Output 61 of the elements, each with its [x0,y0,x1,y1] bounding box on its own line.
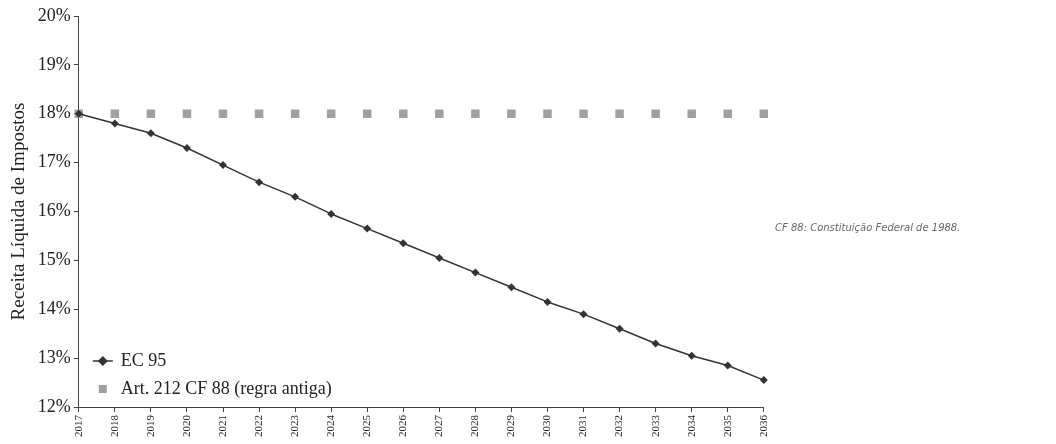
x-tick-label: 2034 [684,414,697,437]
point [435,109,444,118]
x-tick-label: 2027 [432,414,445,437]
point [759,376,768,385]
point [579,109,588,118]
legend-label: Art. 212 CF 88 (regra antiga) [120,377,332,399]
x-tick-label: 2021 [215,415,228,437]
point [507,283,516,292]
x-tick-label: 2035 [720,414,733,437]
y-tick-label: 17% [37,151,71,172]
x-tick-label: 2018 [107,414,120,437]
y-tick-label: 14% [37,297,71,318]
y-tick-label: 16% [37,200,71,221]
point [579,310,588,319]
x-tick-label: 2026 [396,414,409,437]
y-tick-label: 15% [37,249,71,270]
point [327,209,336,218]
x-tick-label: 2029 [504,414,517,437]
y-tick-label: 13% [37,346,71,367]
point [219,161,228,170]
point [471,109,480,118]
point [615,324,624,333]
point [182,143,191,152]
point [507,109,516,118]
point [255,178,264,187]
text: CF 88: Constituição Federal de 1988. [775,222,961,233]
point [110,119,119,128]
point [615,109,624,118]
x-tick-label: 2033 [648,414,661,437]
legend-label: EC 95 [120,349,167,370]
point [543,297,552,306]
y-tick-label: 12% [37,395,71,416]
point [723,361,732,370]
point [291,192,300,201]
point [363,224,372,233]
x-tick-label: 2028 [468,414,481,437]
x-tick-label: 2024 [324,414,337,437]
point [399,109,408,118]
point [651,339,660,348]
x-tick-label: 2019 [143,414,156,437]
point [146,129,155,138]
point [543,109,552,118]
x-tick-label: 2032 [612,415,625,437]
point [687,109,696,118]
y-axis-title: Receita Líquida de Impostos [7,102,29,321]
y-tick-label: 19% [37,53,71,74]
point [651,109,660,118]
x-tick-label: 2017 [71,414,84,437]
y-tick-label: 20% [37,4,71,25]
y-tick-label: 18% [37,102,71,123]
point [435,253,444,262]
x-tick-label: 2023 [288,414,300,437]
x-tick-label: 2031 [576,415,589,437]
point [471,268,480,277]
x-tick-label: 2025 [360,414,373,437]
x-tick-label: 2030 [540,414,553,437]
point [687,351,696,360]
x-tick-label: 2036 [756,414,769,437]
x-tick-label: 2022 [251,415,264,437]
x-tick-label: 2020 [179,414,192,437]
point [399,239,408,248]
